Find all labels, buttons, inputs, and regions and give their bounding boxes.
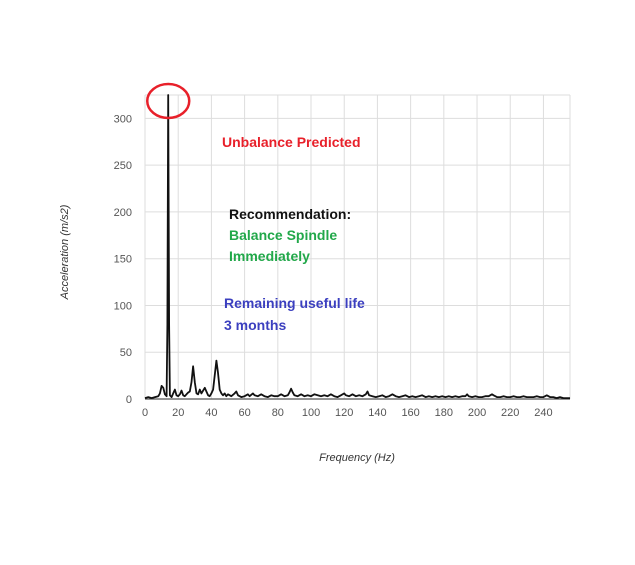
y-tick-label: 250 <box>114 160 132 172</box>
x-tick-label: 40 <box>205 407 217 419</box>
x-tick-label: 120 <box>335 407 353 419</box>
annotation-remaining-useful-life: Remaining useful life <box>224 295 365 311</box>
y-tick-label: 50 <box>120 347 132 359</box>
y-tick-label: 100 <box>114 300 132 312</box>
x-axis-title: Frequency (Hz) <box>319 452 395 464</box>
y-tick-label: 200 <box>114 207 132 219</box>
y-axis-title: Acceleration (m/s2) <box>59 204 71 300</box>
x-tick-label: 180 <box>435 407 453 419</box>
annotation-immediately: Immediately <box>229 248 310 264</box>
y-tick-label: 0 <box>126 394 132 406</box>
x-tick-label: 80 <box>272 407 284 419</box>
x-tick-label: 60 <box>238 407 250 419</box>
peak-highlight-circle <box>145 82 191 120</box>
y-tick-label: 150 <box>114 254 132 266</box>
x-tick-label: 20 <box>172 407 184 419</box>
grid <box>144 94 571 400</box>
annotation-unbalance-predicted: Unbalance Predicted <box>222 134 361 150</box>
x-tick-label: 240 <box>534 407 552 419</box>
x-tick-label: 200 <box>468 407 486 419</box>
x-tick-label: 160 <box>401 407 419 419</box>
annotation-three-months: 3 months <box>224 317 286 333</box>
annotation-balance-spindle: Balance Spindle <box>229 227 337 243</box>
y-tick-label: 300 <box>114 113 132 125</box>
x-tick-label: 0 <box>142 407 148 419</box>
x-tick-label: 220 <box>501 407 519 419</box>
tick-labels: 0 20 40 60 80 100 120 140 160 180 200 220 240 0 50 100 1… <box>114 113 553 419</box>
annotation-recommendation-heading: Recommendation: <box>229 206 351 222</box>
acceleration-spectrum-line <box>144 94 570 399</box>
x-tick-label: 140 <box>368 407 386 419</box>
x-tick-label: 100 <box>302 407 320 419</box>
